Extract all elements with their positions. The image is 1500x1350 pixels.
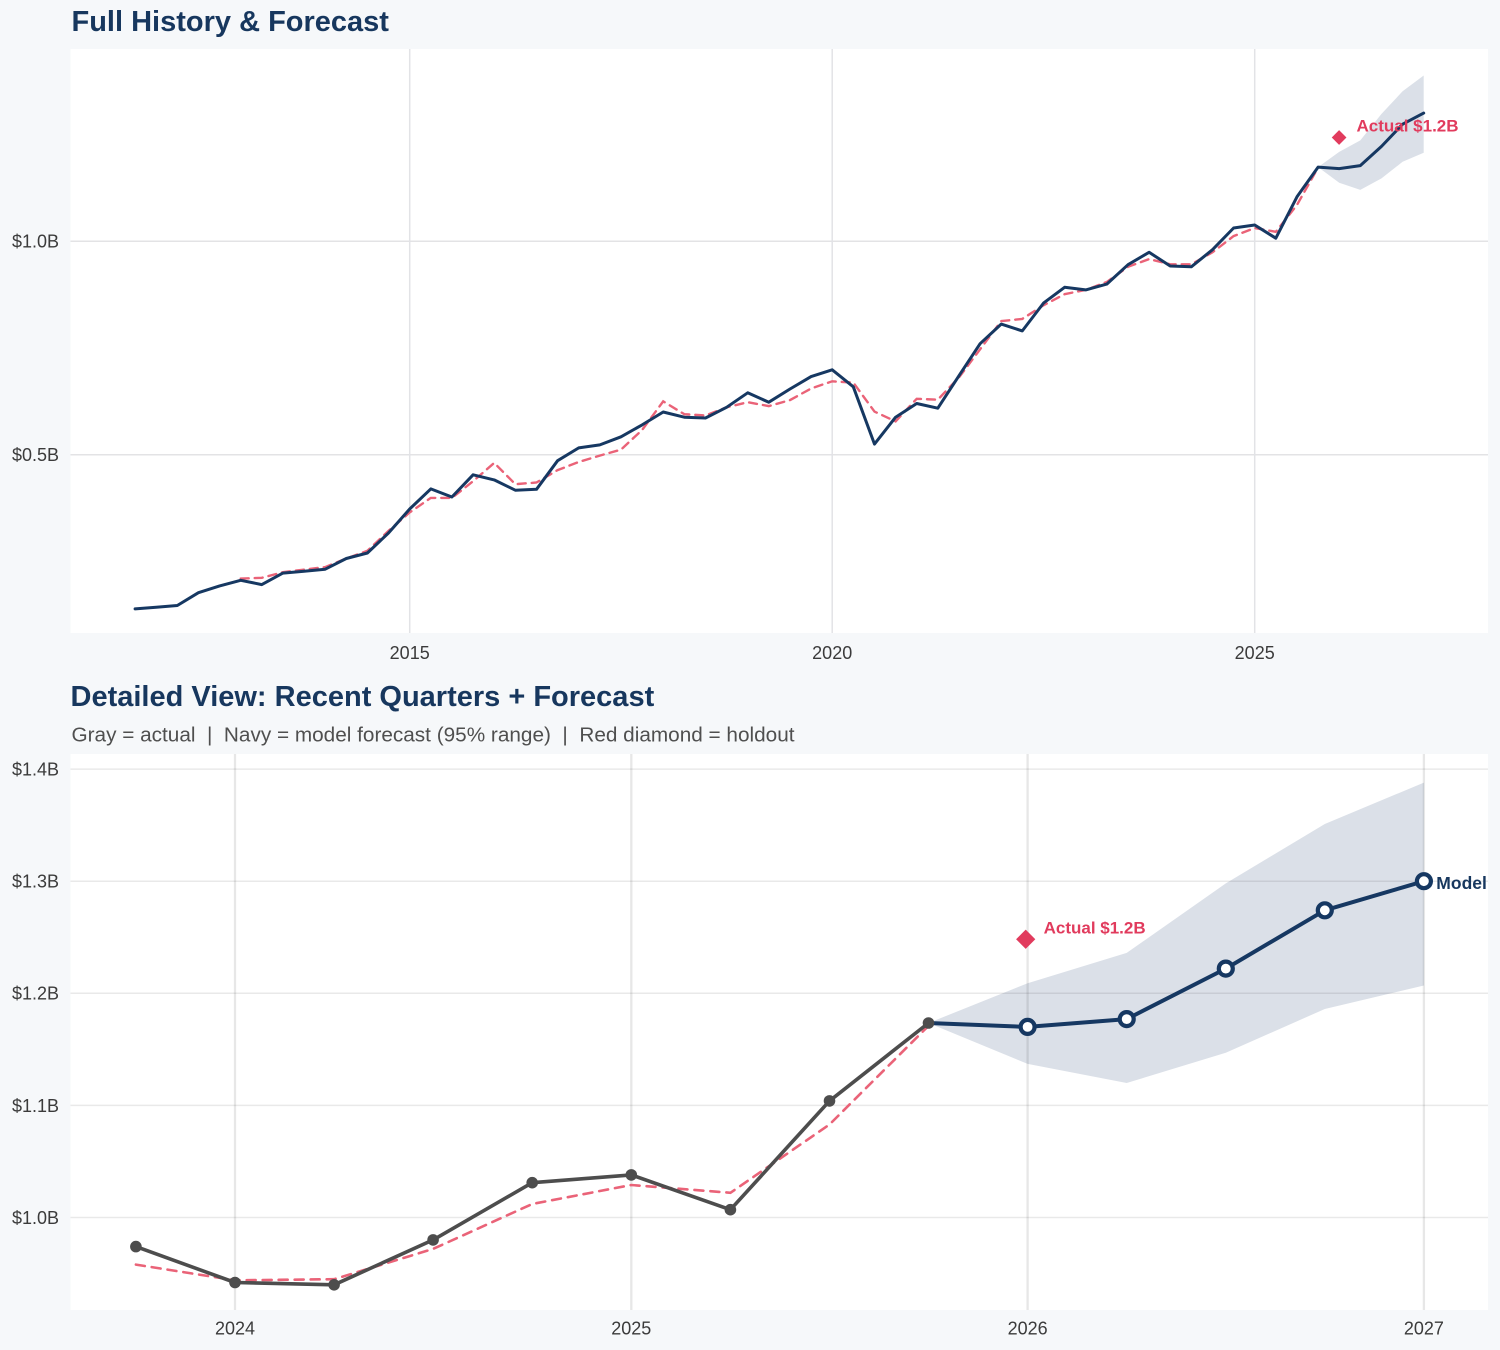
svg-text:Gray = actual | Navy = model: Gray = actual | Navy = model forecast (9…	[72, 724, 795, 747]
svg-text:Full History & Forecast: Full History & Forecast	[72, 6, 390, 38]
svg-text:Detailed View: Recent Quarters: Detailed View: Recent Quarters + Forecas…	[71, 681, 655, 713]
svg-text:2025: 2025	[1235, 643, 1275, 663]
svg-text:Actual $1.2B: Actual $1.2B	[1357, 117, 1459, 136]
svg-text:2024: 2024	[215, 1319, 255, 1339]
svg-text:Actual $1.2B: Actual $1.2B	[1044, 919, 1146, 938]
svg-text:Model: Model	[1436, 873, 1487, 893]
svg-text:2027: 2027	[1404, 1319, 1444, 1339]
svg-text:2015: 2015	[390, 643, 430, 663]
svg-text:$1.0B: $1.0B	[12, 1208, 59, 1228]
svg-text:$1.4B: $1.4B	[12, 760, 59, 780]
svg-text:2026: 2026	[1008, 1319, 1048, 1339]
svg-text:$1.0B: $1.0B	[12, 232, 59, 252]
svg-text:$0.5B: $0.5B	[12, 445, 59, 465]
svg-text:2020: 2020	[812, 643, 852, 663]
svg-text:$1.2B: $1.2B	[12, 984, 59, 1004]
svg-text:$1.1B: $1.1B	[12, 1096, 59, 1116]
svg-text:$1.3B: $1.3B	[12, 872, 59, 892]
svg-text:2025: 2025	[611, 1319, 651, 1339]
